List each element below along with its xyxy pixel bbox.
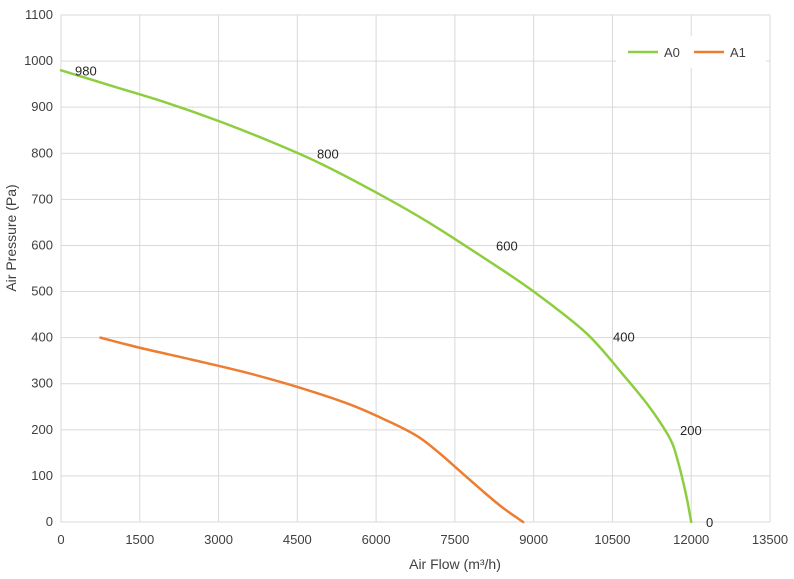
- y-tick-label: 900: [31, 99, 53, 114]
- series-line-a1: [99, 336, 525, 524]
- y-tick-label: 800: [31, 145, 53, 160]
- x-tick-label: 13500: [752, 532, 788, 547]
- legend-label: A1: [730, 45, 746, 60]
- data-label: 0: [706, 515, 713, 530]
- legend-label: A0: [664, 45, 680, 60]
- series-lines: [59, 69, 693, 524]
- series-line-a0: [59, 69, 693, 524]
- y-tick-label: 200: [31, 422, 53, 437]
- x-tick-label: 4500: [283, 532, 312, 547]
- y-tick-label: 500: [31, 284, 53, 299]
- x-tick-label: 6000: [362, 532, 391, 547]
- x-tick-label: 10500: [594, 532, 630, 547]
- x-tick-label: 7500: [440, 532, 469, 547]
- y-tick-label: 400: [31, 330, 53, 345]
- y-tick-label: 0: [46, 514, 53, 529]
- data-label: 800: [317, 146, 339, 161]
- y-tick-label: 100: [31, 468, 53, 483]
- y-tick-label: 300: [31, 376, 53, 391]
- data-label: 980: [75, 63, 97, 78]
- y-tick-label: 600: [31, 237, 53, 252]
- data-label: 400: [613, 330, 635, 345]
- y-axis-title: Air Pressure (Pa): [3, 184, 19, 291]
- y-tick-label: 1100: [25, 7, 53, 22]
- data-label: 200: [680, 423, 702, 438]
- legend: A0 A1: [616, 36, 766, 68]
- data-labels: 980 800 600 400 200 0: [75, 63, 713, 530]
- x-tick-label: 0: [57, 532, 64, 547]
- x-axis-title: Air Flow (m³/h): [409, 556, 501, 572]
- x-tick-label: 12000: [673, 532, 709, 547]
- x-tick-label: 3000: [204, 532, 233, 547]
- y-tick-label: 700: [31, 191, 53, 206]
- x-tick-label: 1500: [125, 532, 154, 547]
- x-tick-label: 9000: [519, 532, 548, 547]
- gridlines: [60, 14, 771, 523]
- y-tick-label: 1000: [24, 53, 53, 68]
- tick-labels: 0 100 200 300 400 500 600 700 800 900 1000 1100 0 150…: [24, 7, 788, 547]
- data-label: 600: [496, 238, 518, 253]
